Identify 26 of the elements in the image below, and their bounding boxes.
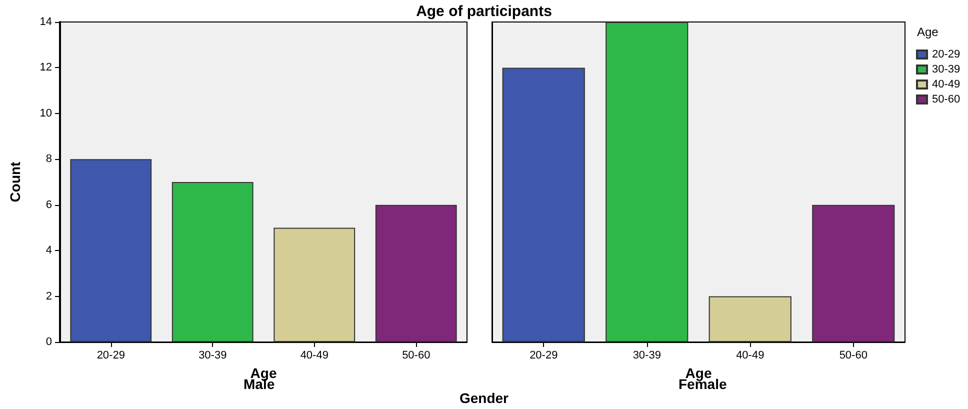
y-tick-label: 4 xyxy=(46,244,52,257)
x-tick-label: 30-39 xyxy=(198,350,227,362)
x-tick-label: 40-49 xyxy=(736,350,764,362)
x-axis-title: Age xyxy=(250,365,277,381)
y-tick-label: 14 xyxy=(40,16,52,28)
y-tick-label: 12 xyxy=(40,62,52,74)
x-tick-label: 50-60 xyxy=(839,350,868,362)
y-tick-label: 10 xyxy=(40,107,52,120)
text: Gender xyxy=(459,390,508,406)
x-tick-label: 30-39 xyxy=(632,350,661,362)
legend-label: 20-29 xyxy=(932,48,960,60)
legend-label: 40-49 xyxy=(932,78,960,90)
y-tick-label: 0 xyxy=(46,336,52,348)
legend-label: 30-39 xyxy=(932,64,960,76)
x-tick-label: 40-49 xyxy=(300,350,328,362)
x-tick-label: 50-60 xyxy=(402,350,430,362)
y-tick-label: 6 xyxy=(46,198,52,211)
legend-title: Age xyxy=(917,25,939,39)
y-axis-title: Count xyxy=(7,161,23,202)
legend-label: 50-60 xyxy=(932,94,960,106)
x-tick-label: 20-29 xyxy=(530,350,558,362)
y-tick-label: 8 xyxy=(46,153,52,166)
y-tick-label: 2 xyxy=(46,290,52,302)
x-tick-label: 20-29 xyxy=(96,350,125,362)
x-axis-title: Age xyxy=(685,365,712,381)
chart-title: Age of participants xyxy=(416,3,552,20)
